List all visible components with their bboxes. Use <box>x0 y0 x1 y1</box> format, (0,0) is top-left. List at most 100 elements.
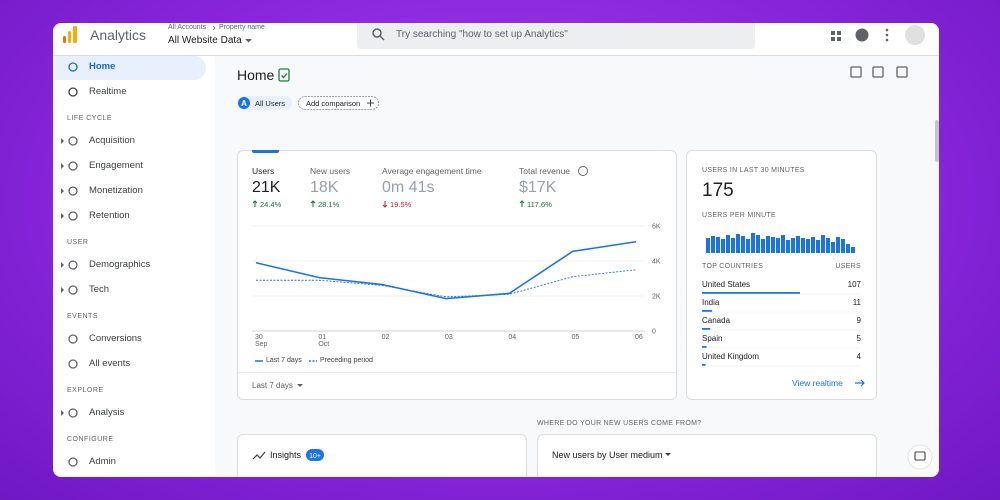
country-users: 11 <box>852 298 861 308</box>
series-line <box>256 269 637 298</box>
metric-label[interactable]: New users <box>310 165 351 176</box>
nav-icon <box>68 285 78 295</box>
property: Property name <box>219 23 265 31</box>
country-bar <box>702 364 706 366</box>
logo-bar <box>73 26 77 43</box>
per-minute-bar <box>846 244 850 253</box>
apps-icon[interactable] <box>831 37 835 41</box>
app-name: Analytics <box>90 26 147 43</box>
scrollbar[interactable] <box>935 120 939 162</box>
comparison-chip[interactable] <box>298 96 379 110</box>
nav-item[interactable]: All events <box>89 358 131 370</box>
search-icon <box>372 28 382 38</box>
apps-icon[interactable] <box>831 31 835 35</box>
nav-item[interactable]: Acquisition <box>89 135 135 147</box>
realtime-link[interactable]: View realtime <box>792 377 843 388</box>
segment: All Users <box>255 98 286 108</box>
per-minute-bar <box>751 233 755 253</box>
metric-label[interactable]: Users <box>252 165 275 176</box>
trend-arrow <box>310 200 316 207</box>
period-divider <box>238 372 676 373</box>
per-minute-bar <box>781 235 785 253</box>
x-tick-label: 03 <box>445 333 453 341</box>
nav-item[interactable]: Retention <box>89 210 130 222</box>
more-icon[interactable] <box>885 38 889 42</box>
apps-icon[interactable] <box>837 37 841 41</box>
table-header: USERS <box>835 262 861 270</box>
expand-caret[interactable] <box>61 410 64 416</box>
country-users: 9 <box>856 316 861 326</box>
country-users: 107 <box>847 280 861 290</box>
nav-item[interactable]: Tech <box>89 284 110 296</box>
insights-icon <box>252 451 266 460</box>
per-minute-bar <box>716 237 720 253</box>
per-minute-bar <box>831 242 835 253</box>
view[interactable]: All Website Data <box>168 35 242 46</box>
per-minute-bar <box>816 240 820 253</box>
apps-icon[interactable] <box>837 31 841 35</box>
share-icon[interactable] <box>872 66 884 78</box>
search-placeholder[interactable]: Try searching "how to set up Analytics" <box>396 29 568 40</box>
more-icon[interactable] <box>885 33 889 37</box>
more-icon[interactable] <box>885 28 889 32</box>
plus-icon <box>367 99 374 107</box>
per-minute-bar <box>721 239 725 253</box>
nav-icon <box>68 62 78 72</box>
series-line <box>255 240 637 300</box>
expand-caret[interactable] <box>61 163 64 169</box>
avatar[interactable] <box>905 25 925 45</box>
realtime-title: USERS IN LAST 30 MINUTES <box>702 166 805 174</box>
nav-item[interactable]: Conversions <box>89 333 142 345</box>
realtime-card <box>686 150 877 400</box>
logo-bar <box>68 31 71 43</box>
feedback-button[interactable] <box>907 444 933 470</box>
nav-icon <box>68 260 78 270</box>
metric-label[interactable]: Average engagement time <box>382 165 482 176</box>
country-name: Spain <box>702 334 723 344</box>
insights-card <box>237 434 527 477</box>
search-box[interactable] <box>357 23 755 49</box>
expand-caret[interactable] <box>61 262 64 268</box>
metric-value: 21K <box>252 179 281 197</box>
per-minute-bar <box>766 236 770 253</box>
segment-initial: A <box>241 99 247 108</box>
expand-caret[interactable] <box>61 213 64 219</box>
nav-icon <box>68 186 78 196</box>
expand-caret[interactable] <box>61 188 64 194</box>
segment-chip[interactable] <box>237 96 292 110</box>
per-minute-bar <box>741 236 745 253</box>
nav-item[interactable]: Analysis <box>89 407 125 419</box>
users-tab <box>252 150 279 153</box>
help-icon[interactable] <box>855 28 869 42</box>
realtime-users: 175 <box>702 179 734 201</box>
nav-section-title: USER <box>67 238 89 246</box>
legend-label: Last 7 days <box>266 356 302 364</box>
nav-section-title: LIFE CYCLE <box>67 114 113 122</box>
expand-caret[interactable] <box>61 287 64 293</box>
window: A 0 2K 4K 6K 10+ Analytics All Accounts Propert… <box>53 23 939 477</box>
nav-item[interactable]: Engagement <box>89 160 143 172</box>
country-users: 5 <box>856 334 861 344</box>
title-check <box>281 73 288 79</box>
edit-icon[interactable] <box>850 66 862 78</box>
header-divider <box>53 55 939 56</box>
per-minute-bar <box>791 238 795 253</box>
nav-icon <box>68 211 78 221</box>
expand-caret[interactable] <box>61 138 64 144</box>
add-comparison[interactable]: Add comparison <box>306 98 361 108</box>
nav-item[interactable]: Home <box>89 61 116 73</box>
period-selector[interactable]: Last 7 days <box>252 381 293 391</box>
nav-item[interactable]: Monetization <box>89 185 143 197</box>
nav-item[interactable]: Admin <box>89 456 116 468</box>
insights-title[interactable]: Insights <box>270 449 302 460</box>
per-minute-bar <box>771 237 775 253</box>
insights-icon[interactable] <box>896 66 908 78</box>
nav-item[interactable]: Realtime <box>89 86 127 98</box>
metric-label[interactable]: Total revenue <box>519 165 571 176</box>
source-title[interactable]: New users by User medium <box>552 449 663 460</box>
nav-icon <box>68 408 78 418</box>
help-circle <box>578 166 588 176</box>
nav-item[interactable]: Demographics <box>89 259 151 271</box>
home-highlight[interactable] <box>55 56 206 80</box>
nav-icon <box>68 87 78 97</box>
